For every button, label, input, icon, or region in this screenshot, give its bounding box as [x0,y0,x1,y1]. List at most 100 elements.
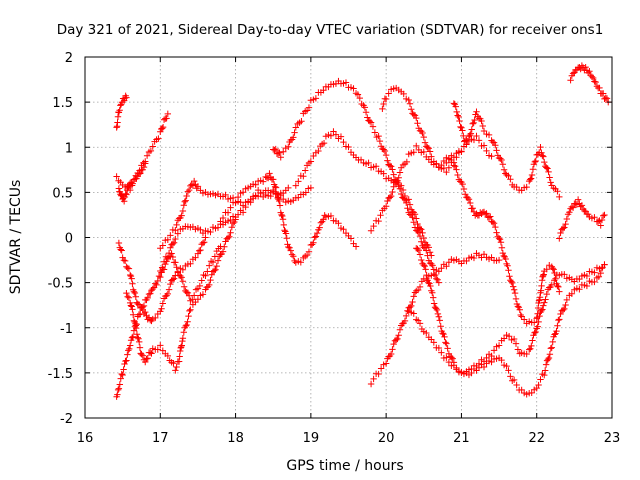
data-point [529,337,536,344]
data-point [505,367,512,374]
data-point [493,229,500,236]
data-point [120,198,128,205]
data-point [541,158,548,166]
y-tick-label: -1 [60,322,73,337]
data-point [541,367,549,374]
data-point [277,191,284,199]
data-point [285,143,292,150]
data-point [459,180,466,188]
data-point [379,105,386,113]
data-point [201,239,208,246]
data-point [576,286,583,293]
data-point [185,312,192,320]
data-point [386,162,394,169]
y-tick-label: -2 [60,412,73,427]
data-point [601,261,608,268]
data-point [160,258,168,265]
data-point [182,197,189,204]
data-point [390,171,397,178]
data-point [143,355,150,363]
data-point [164,352,172,360]
data-point [183,192,190,200]
data-point [199,291,207,298]
data-point [303,251,311,259]
data-point [129,280,136,287]
data-point [545,168,552,176]
data-point [591,278,598,286]
data-point [327,132,335,139]
x-axis-label: GPS time / hours [286,458,403,474]
data-point [367,227,375,234]
data-point [282,230,290,237]
data-point [568,290,576,297]
data-point [145,290,153,298]
data-point [272,189,279,197]
data-point [137,170,144,177]
series-track-1 [113,92,130,131]
data-point [527,345,534,352]
data-point [554,322,561,330]
data-point [310,152,317,160]
data-point [394,177,401,184]
data-point [583,272,591,280]
data-point [552,275,559,282]
data-point [179,266,187,273]
data-point [286,244,293,251]
data-point [222,191,229,199]
data-point [158,305,165,312]
data-point [312,95,320,102]
data-point [557,229,564,237]
data-point [288,251,296,258]
data-point [123,357,130,364]
data-point [147,147,155,155]
data-point [387,192,395,200]
data-point [361,104,369,111]
data-point [179,278,187,285]
y-tick-label: 1.5 [52,96,73,111]
data-point [307,184,315,192]
data-point [550,266,557,273]
data-point [451,163,459,170]
data-point [178,274,185,281]
data-point [569,70,577,77]
data-point [180,329,188,336]
data-point [465,196,473,203]
x-tick-label: 20 [378,431,395,446]
data-point [429,262,436,269]
data-point [222,238,229,245]
chart-title: Day 321 of 2021, Sidereal Day-to-day VTE… [57,22,604,38]
data-point [208,271,215,278]
data-point [540,153,547,160]
data-point [469,205,476,212]
data-point [394,335,401,343]
data-point [499,161,507,168]
data-point [270,176,277,183]
x-tick-label: 22 [528,431,545,446]
data-point [584,211,592,218]
data-point [117,375,124,382]
data-point [546,174,553,181]
data-point [159,300,166,307]
data-point [356,94,363,102]
data-point [187,306,194,313]
data-point [120,366,127,373]
data-point [128,334,136,341]
data-point [147,349,154,356]
data-point [453,364,460,372]
data-point [418,226,425,233]
data-point [174,230,182,237]
data-point [119,371,126,379]
data-point [410,149,417,156]
data-point [483,210,490,217]
data-point [562,220,569,228]
data-point [520,316,528,323]
data-point [366,117,374,125]
data-point [490,220,498,227]
data-point [439,330,446,337]
data-point [529,166,537,173]
data-point [280,221,287,229]
data-point [479,122,486,130]
data-point [398,182,405,189]
data-point [190,177,198,185]
data-point [454,171,461,179]
